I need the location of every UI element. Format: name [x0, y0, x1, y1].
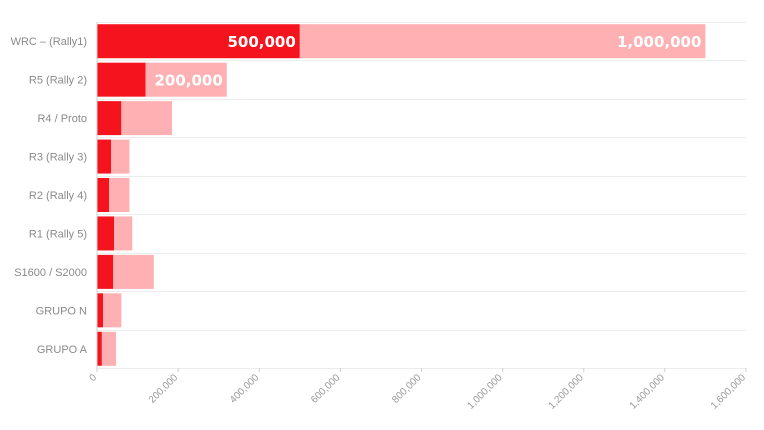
bar-segment [111, 139, 130, 174]
data-label: 500,000 [227, 33, 295, 51]
bar-segment [121, 101, 173, 136]
bar-segment [97, 216, 115, 251]
category-label: R5 (Rally 2) [29, 75, 87, 87]
bar-segment [101, 331, 117, 366]
x-tick-label: 0 [87, 372, 99, 384]
category-label: WRC – (Rally1) [11, 36, 87, 48]
x-axis-ticks: 0 200,000 400,000 600,000 800,000 1,000,000 1,… [87, 368, 748, 412]
category-label: GRUPO A [37, 344, 88, 356]
data-label: 1,000,000 [617, 33, 701, 51]
bar-segment [114, 216, 133, 251]
bar-segment [97, 101, 122, 136]
category-label: R2 (Rally 4) [29, 190, 87, 202]
bar-segment [97, 139, 112, 174]
bar-segment [97, 254, 114, 289]
bar-segment [113, 254, 154, 289]
category-labels: WRC – (Rally1) R5 (Rally 2) R4 / Proto R3 (… [11, 36, 88, 356]
category-label: R1 (Rally 5) [29, 228, 87, 240]
x-tick-label: 600,000 [309, 372, 343, 406]
bar-segment [97, 293, 104, 328]
data-label: 200,000 [154, 72, 222, 90]
bar-segment [299, 24, 706, 59]
bar-segment [97, 62, 146, 97]
x-tick-label: 1,600,000 [709, 372, 749, 412]
bar-segment [97, 331, 102, 366]
gridlines [97, 22, 746, 369]
x-tick-label: 1,400,000 [628, 372, 668, 412]
x-tick-label: 1,200,000 [547, 372, 587, 412]
bar-segment [103, 293, 122, 328]
x-tick-label: 200,000 [147, 372, 181, 406]
bars [97, 24, 706, 366]
bar-segment [97, 178, 110, 212]
category-label: R3 (Rally 3) [29, 152, 87, 164]
category-label: GRUPO N [36, 305, 87, 317]
x-tick-label: 1,000,000 [466, 372, 506, 412]
x-tick-label: 800,000 [390, 372, 424, 406]
bar-segment [97, 24, 300, 59]
data-labels: 500,000 1,000,000 200,000 [154, 33, 701, 89]
x-tick-label: 400,000 [228, 372, 262, 406]
category-label: R4 / Proto [37, 113, 87, 125]
category-label: S1600 / S2000 [14, 267, 87, 279]
bar-segment [109, 178, 130, 212]
bar-segment [145, 62, 227, 97]
